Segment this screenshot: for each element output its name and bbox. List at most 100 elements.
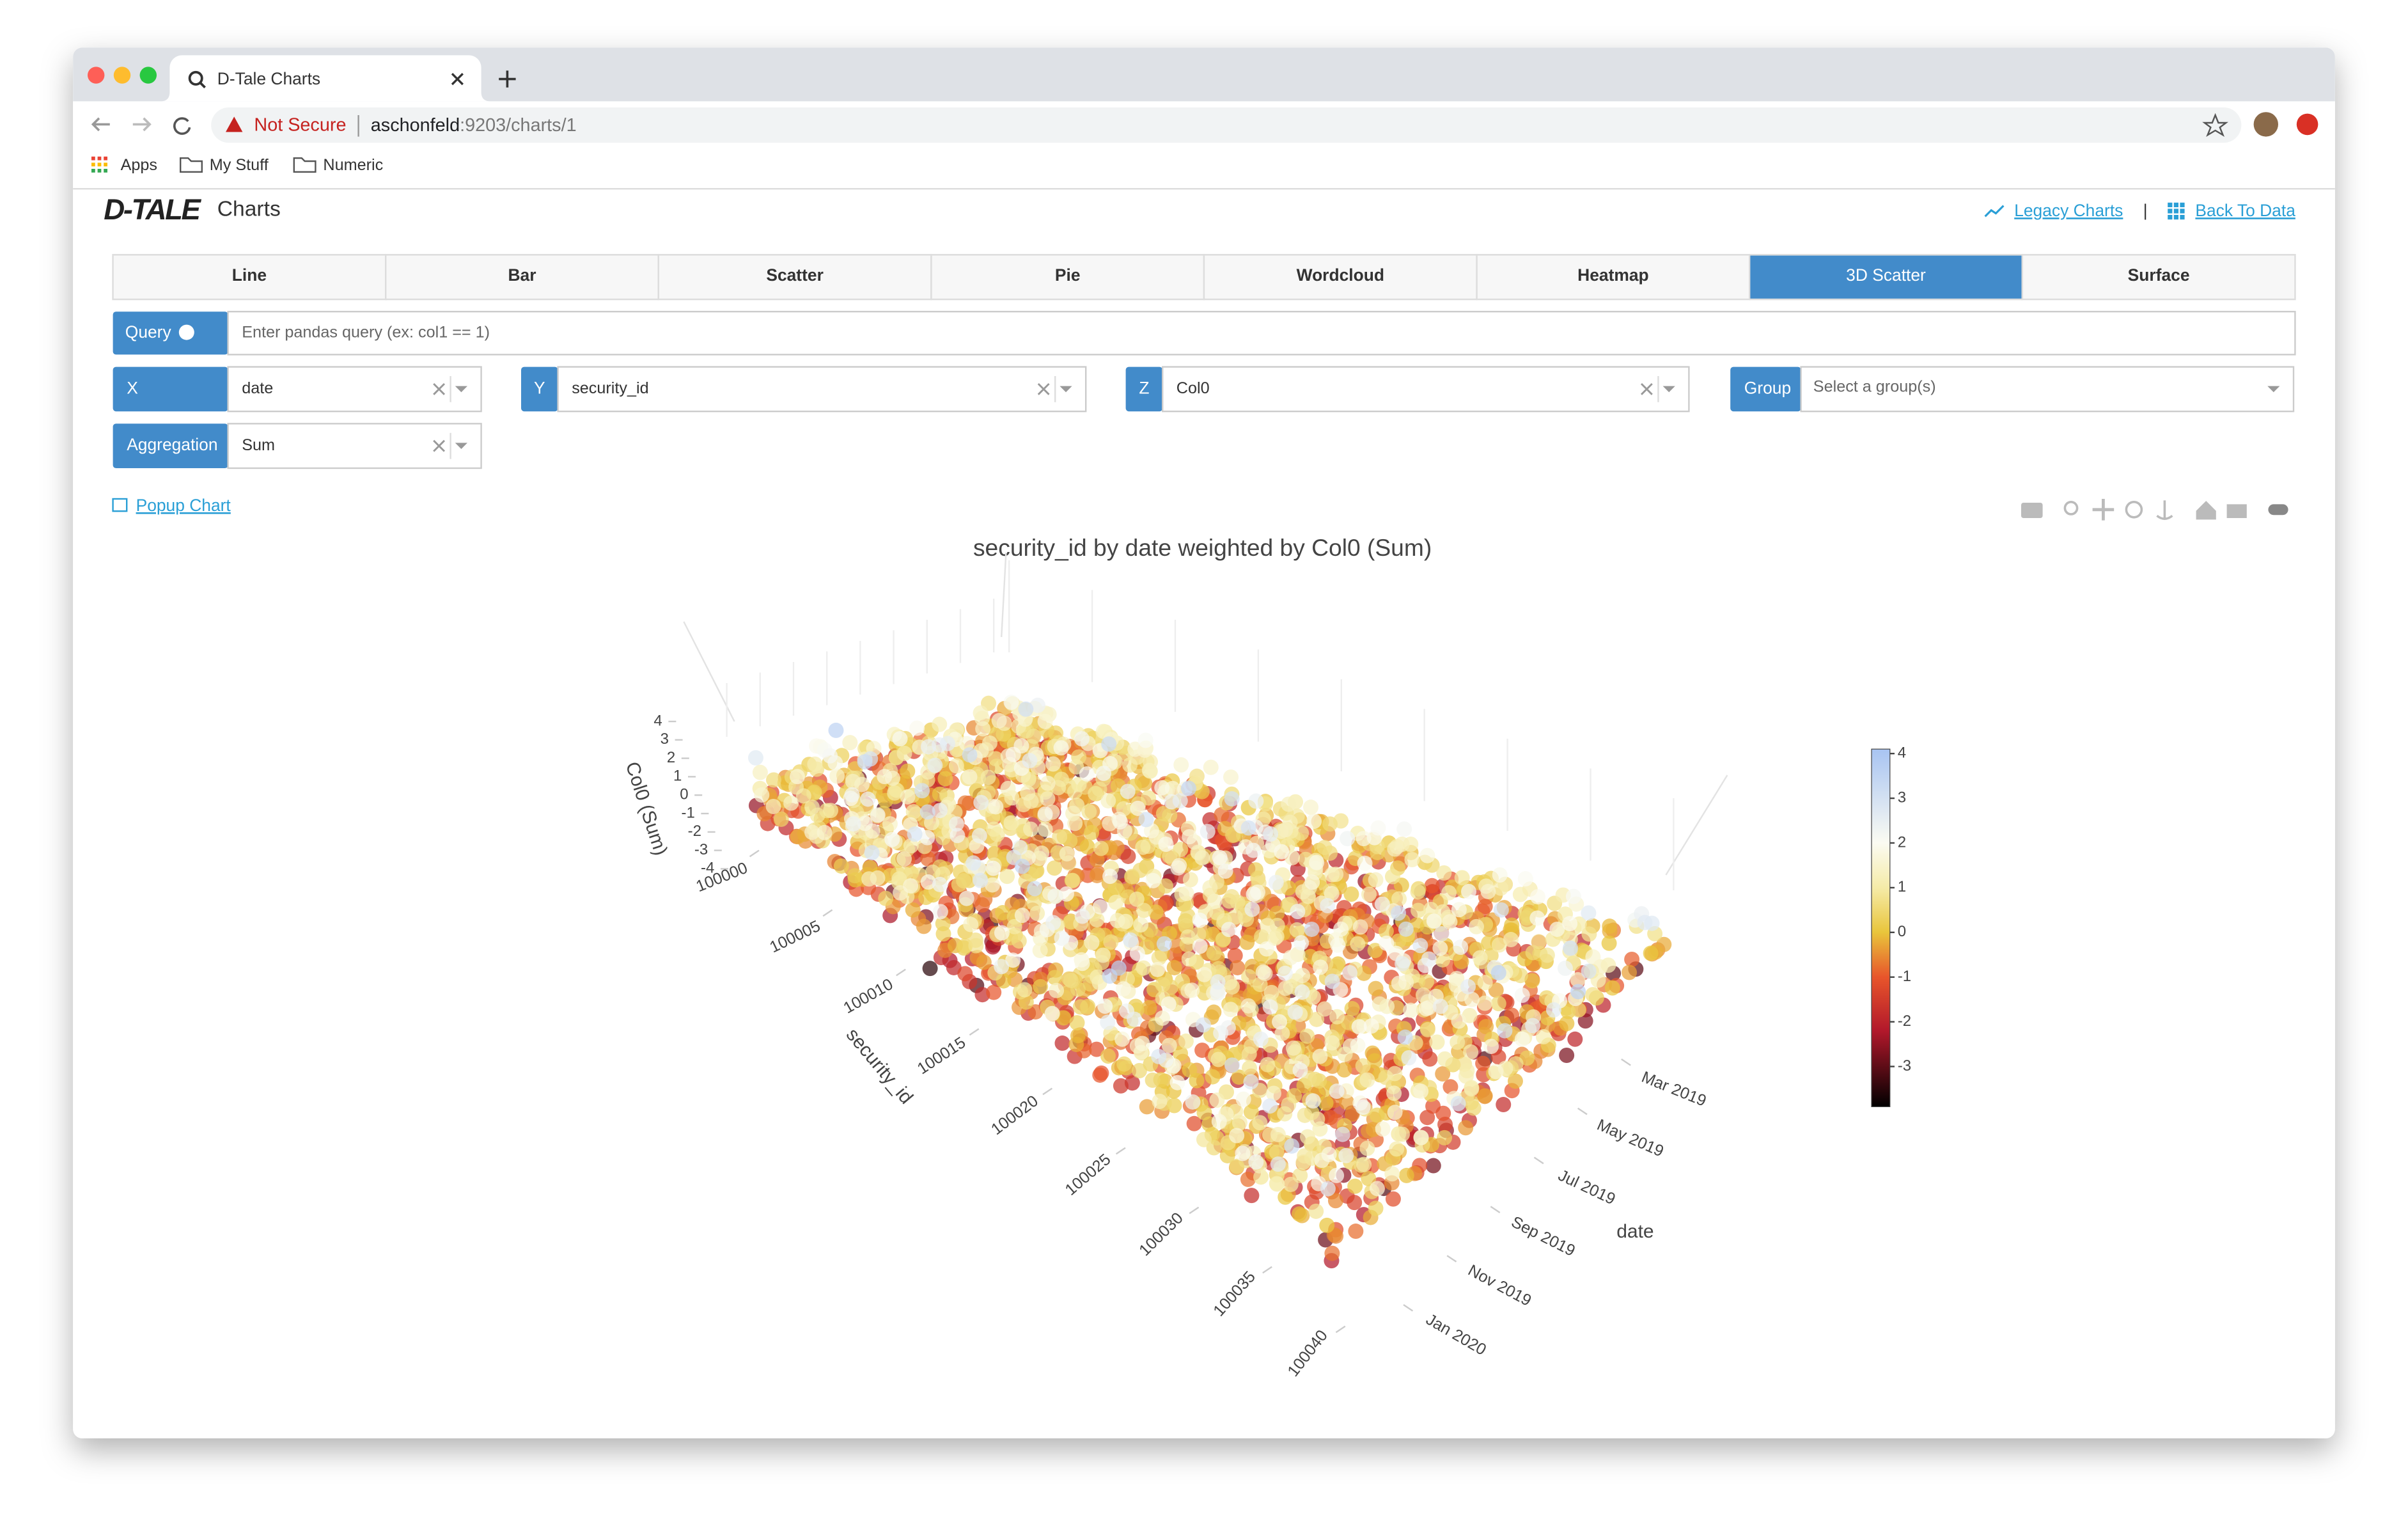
cloud-dot (1084, 934, 1100, 950)
max-dot[interactable] (139, 67, 157, 84)
caret[interactable] (455, 443, 467, 449)
cloud-dot (870, 807, 886, 823)
active-chart-tab[interactable] (1749, 254, 2023, 301)
cloud-dot (1352, 919, 1368, 935)
chart-title: security_id by date weighted by Col0 (Su… (973, 534, 1432, 561)
cloud-dot (1241, 1046, 1257, 1062)
caret[interactable] (1662, 386, 1675, 393)
turntable[interactable] (2156, 500, 2173, 520)
chart-tab[interactable] (1203, 254, 1478, 301)
select-box[interactable] (1162, 366, 1690, 413)
cloud-dot (1379, 935, 1395, 951)
chart-tab[interactable] (657, 254, 932, 301)
cloud-dot (1488, 982, 1504, 998)
star[interactable] (2202, 113, 2228, 138)
tab-label[interactable]: Wordcloud (1297, 265, 1384, 285)
cloud-dot (1404, 852, 1420, 867)
cloud-dot (1130, 800, 1146, 816)
cloud-dot (1141, 1000, 1157, 1016)
home[interactable] (2196, 501, 2216, 520)
tab-title: D-Tale Charts (217, 69, 320, 88)
reload[interactable] (173, 117, 191, 135)
cloud-dot (1103, 934, 1119, 950)
caret[interactable] (2267, 386, 2280, 393)
orbit[interactable] (2125, 501, 2143, 519)
clear-icon[interactable] (1037, 382, 1050, 395)
tab-label[interactable]: Scatter (766, 265, 823, 285)
tab-label[interactable]: Line (232, 265, 267, 285)
cloud-dot (1329, 1009, 1345, 1025)
clear-icon[interactable] (433, 439, 446, 452)
omnibox[interactable] (211, 107, 2242, 143)
zoom[interactable] (2063, 501, 2079, 516)
cloud-dot (1426, 913, 1442, 929)
bookmarks-bar: Apps My Stuff Numeric (91, 156, 383, 174)
chart-tab[interactable] (1476, 254, 1751, 301)
cloud-dot (1081, 804, 1097, 820)
cloud-dot (1410, 884, 1426, 900)
cloud-dot (1324, 1245, 1340, 1261)
select-box[interactable] (557, 366, 1087, 413)
tab-close[interactable] (451, 73, 464, 86)
bookmark[interactable]: My Stuff (210, 156, 269, 174)
legacy-link[interactable]: Legacy Charts (2014, 201, 2123, 220)
close-dot[interactable] (88, 67, 105, 84)
cloud-dot (907, 826, 923, 842)
back[interactable] (91, 117, 110, 132)
cloud-dot (1359, 1072, 1375, 1088)
clear-icon[interactable] (433, 382, 446, 395)
caret[interactable] (1059, 386, 1072, 393)
cloud-dot (1054, 930, 1070, 946)
popup-link[interactable]: Popup Chart (136, 496, 231, 515)
cloud-dot (857, 754, 873, 770)
chart-tab[interactable] (2021, 254, 2296, 301)
tab-label[interactable]: Surface (2128, 265, 2190, 285)
cloud-dot (1333, 921, 1349, 937)
active-tab[interactable] (160, 55, 490, 102)
tab-label[interactable]: 3D Scatter (1846, 265, 1926, 285)
cloud-dot (1309, 1011, 1325, 1027)
camera[interactable] (2021, 503, 2043, 518)
bookmark[interactable]: Apps (121, 156, 157, 174)
select-box[interactable] (1800, 366, 2295, 413)
page-title: Charts (217, 198, 281, 221)
chart-tab[interactable] (112, 254, 387, 301)
cloud-dot (1005, 746, 1021, 762)
cloud-dot (968, 938, 984, 954)
colorbar (1871, 748, 1891, 1107)
cloud-dot (1065, 805, 1081, 821)
hover[interactable] (2268, 504, 2288, 516)
tab-label[interactable]: Bar (508, 265, 536, 285)
cloud-dot (1053, 740, 1069, 756)
cloud-dot (1185, 1094, 1201, 1110)
cloud-dot (1116, 1056, 1132, 1072)
extension[interactable] (2296, 113, 2318, 136)
cloud-dot (1570, 972, 1586, 988)
cloud-dot (1151, 1048, 1167, 1064)
forward[interactable] (132, 117, 152, 132)
z-tick-label: -1 (681, 804, 694, 821)
cloud-dot (1045, 915, 1061, 931)
controls: Line Bar Scatter Pie Wordcloud Heatmap 3D Scat… (112, 254, 2296, 469)
cloud-dot (1334, 1126, 1350, 1142)
clear-icon[interactable] (1640, 382, 1653, 395)
cloud-dot (1270, 1126, 1286, 1142)
chart-tab[interactable] (385, 254, 659, 301)
bookmark[interactable]: Numeric (323, 156, 383, 174)
query-input[interactable] (227, 310, 2296, 356)
cloud-dot (1089, 1041, 1104, 1057)
back-link[interactable]: Back To Data (2195, 201, 2295, 220)
new-tab[interactable] (499, 70, 516, 88)
cloud-dot (877, 769, 893, 785)
tab-label[interactable]: Pie (1055, 265, 1081, 285)
pan[interactable] (2092, 499, 2115, 521)
camera-reset[interactable] (2226, 504, 2247, 518)
cloud-dot (1223, 769, 1239, 785)
avatar[interactable] (2253, 112, 2278, 137)
caret[interactable] (455, 386, 467, 393)
cloud-dot (999, 869, 1015, 885)
cloud-dot (1182, 872, 1198, 888)
min-dot[interactable] (113, 67, 131, 84)
tab-label[interactable]: Heatmap (1577, 265, 1648, 285)
cloud-dot (1348, 1224, 1364, 1240)
